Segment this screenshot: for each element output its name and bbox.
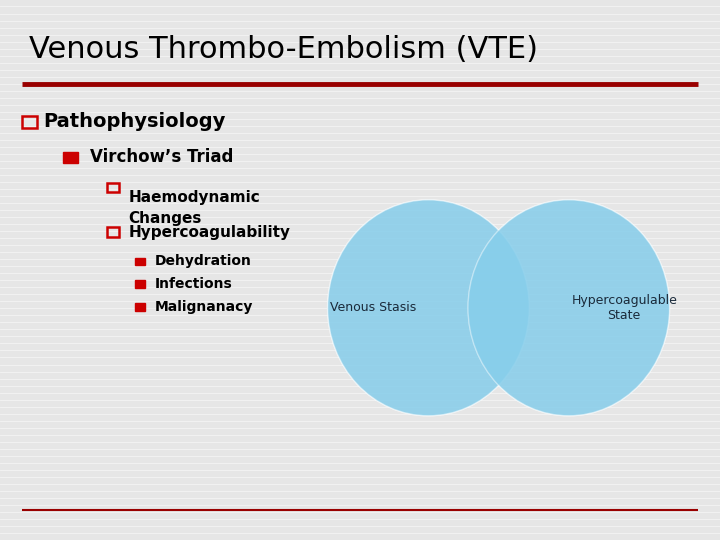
Ellipse shape: [328, 200, 529, 416]
Bar: [135, 258, 145, 265]
Bar: [107, 227, 119, 237]
Ellipse shape: [328, 200, 529, 416]
Text: Virchow’s Triad: Virchow’s Triad: [90, 147, 233, 166]
Text: Haemodynamic
Changes: Haemodynamic Changes: [128, 190, 260, 226]
Ellipse shape: [468, 200, 670, 416]
Bar: [63, 152, 78, 163]
Ellipse shape: [468, 200, 670, 416]
Text: Infections: Infections: [155, 277, 233, 291]
Bar: [135, 303, 145, 310]
Bar: [135, 280, 145, 288]
Text: Dehydration: Dehydration: [155, 254, 252, 268]
Bar: [22, 116, 37, 128]
Bar: [107, 183, 119, 192]
Text: Malignanacy: Malignanacy: [155, 300, 253, 314]
Text: Hypercoagulable
State: Hypercoagulable State: [571, 294, 678, 322]
Text: Venous Thrombo-Embolism (VTE): Venous Thrombo-Embolism (VTE): [29, 35, 538, 64]
Text: Venous Stasis: Venous Stasis: [330, 301, 416, 314]
Text: Hypercoagulability: Hypercoagulability: [128, 225, 290, 240]
Text: Pathophysiology: Pathophysiology: [43, 112, 225, 131]
